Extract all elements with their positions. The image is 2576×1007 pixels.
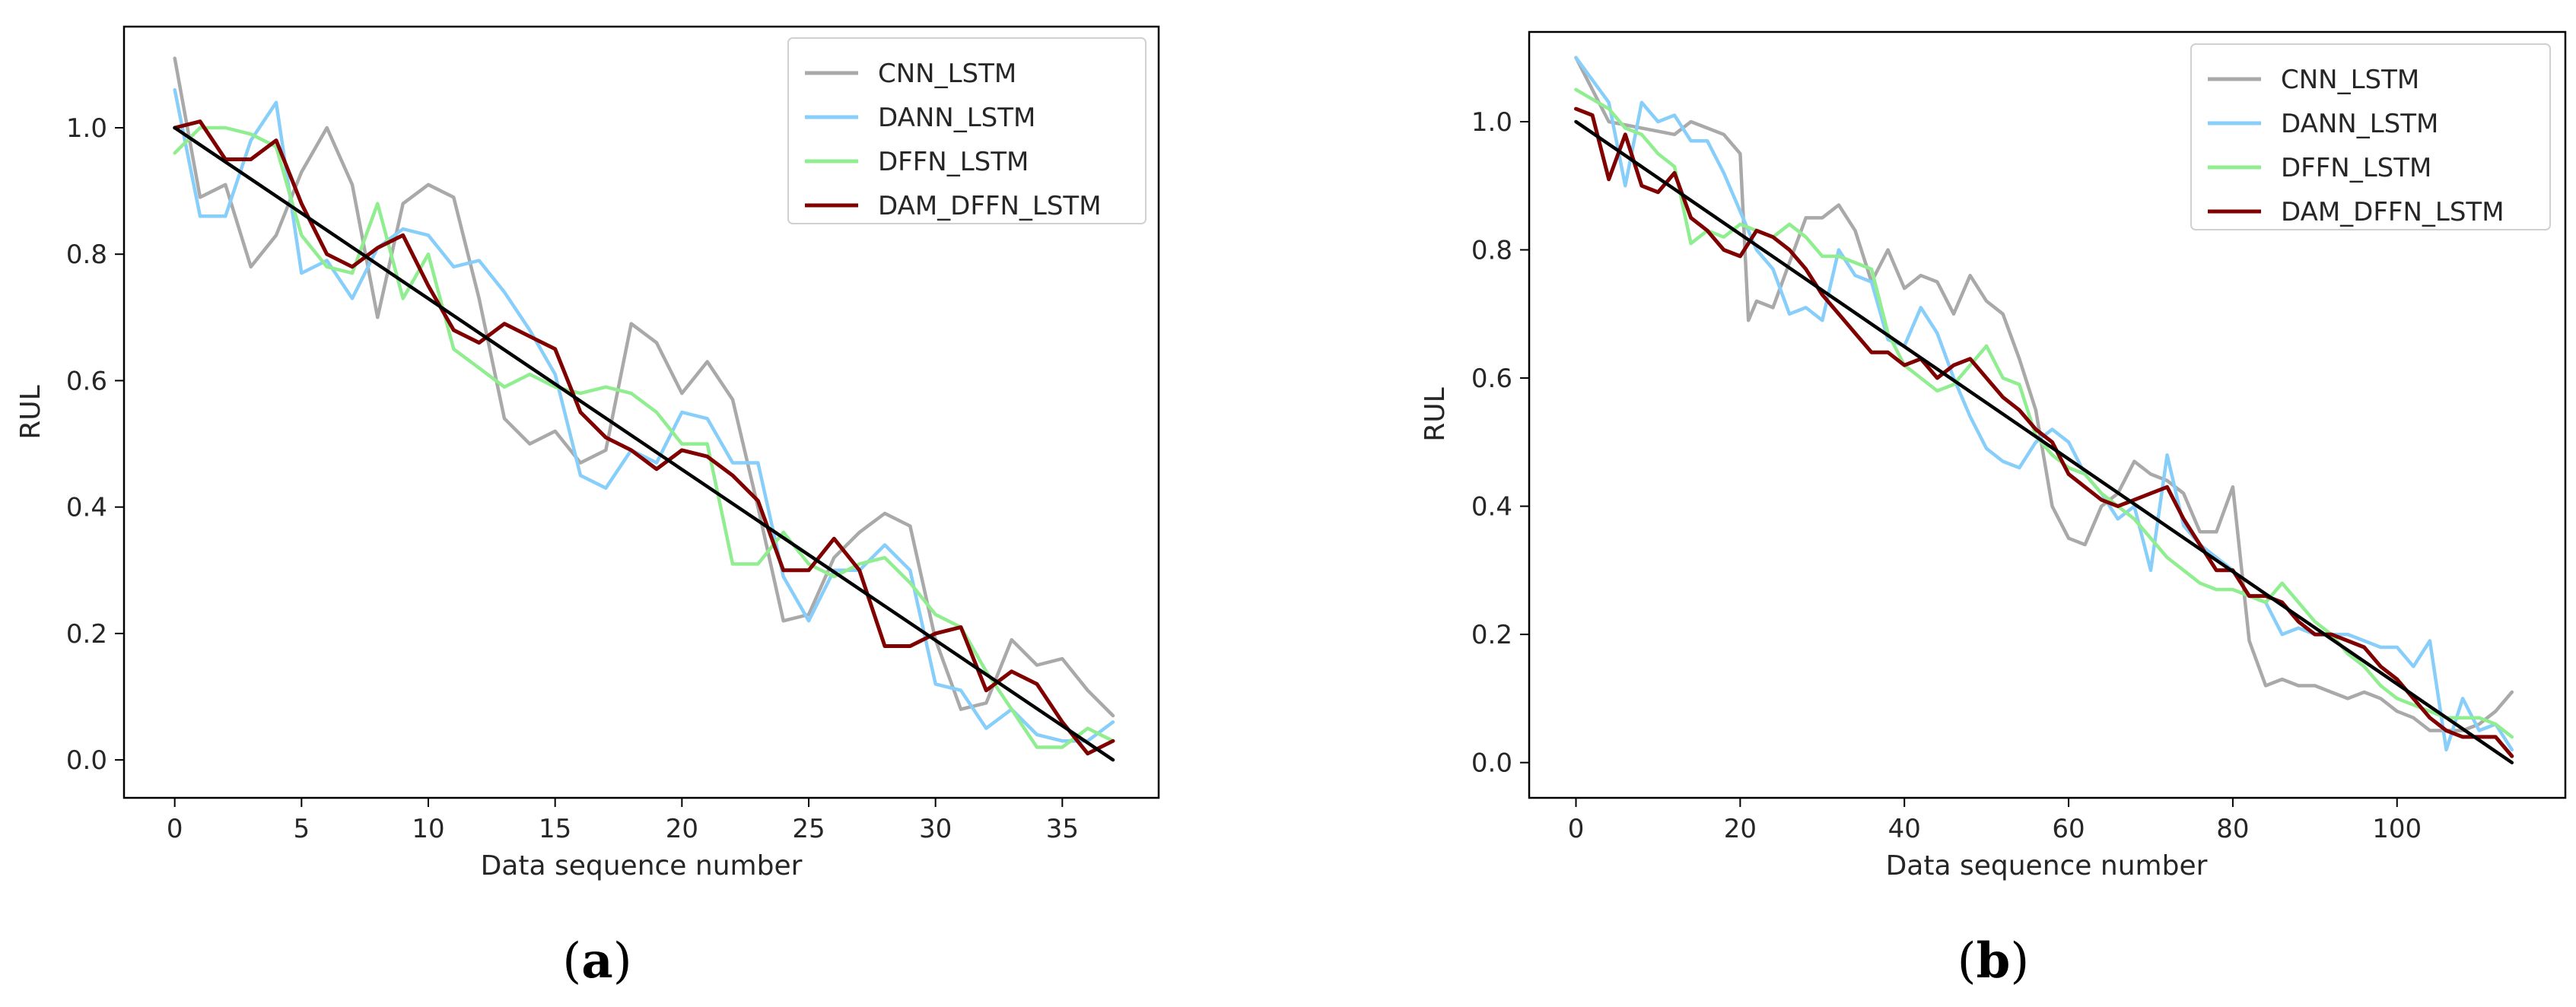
y-tick-label-b-1: 0.2 [1471,620,1512,650]
series-line-b-dffn-lstm [1574,87,2514,739]
x-tick-label-a-4: 20 [666,814,698,844]
series-line-a-cnn-lstm [173,56,1115,718]
y-tick-label-b-0: 0.0 [1471,748,1512,779]
x-tick-label-b-3: 60 [2052,814,2085,844]
x-tick-label-a-2: 10 [412,814,444,844]
legend-label-a-dffn-lstm: DFFN_LSTM [878,147,1029,177]
y-axis-title-b: RUL [1420,387,1451,441]
y-tick-label-b-5: 1.0 [1471,107,1512,138]
series-line-b-actual [1574,119,2514,764]
plot-area-b [1528,30,2567,799]
x-tick-label-a-0: 0 [167,814,183,844]
x-tick-label-b-5: 100 [2372,814,2422,844]
y-tick-label-b-2: 0.4 [1471,492,1512,523]
y-axis-title-a: RUL [15,385,46,439]
y-tick-label-a-4: 0.8 [66,240,107,270]
legend-label-b-cnn-lstm: CNN_LSTM [2281,65,2419,95]
x-tick-label-b-4: 80 [2216,814,2249,844]
y-tick-label-b-3: 0.6 [1471,364,1512,394]
legend-label-a-dam-dffn-lstm: DAM_DFFN_LSTM [878,191,1102,221]
panel-label-b: (b) [1957,932,2030,990]
chart-a: 0 5 10 15 20 25 30 35 0.0 0.2 0.4 0.6 0.8 1.0 Data se… [15,25,1160,990]
x-tick-label-a-5: 25 [792,814,825,844]
series-line-a-dffn-lstm [173,125,1115,749]
plot-area-a [122,25,1160,799]
legend-box-a [787,37,1146,224]
chart-b: 0 20 40 60 80 100 0.0 0.2 0.4 0.6 0.8 1.0 Data sequ… [1420,30,2567,990]
y-tick-label-b-4: 0.8 [1471,236,1512,266]
series-group-a [173,56,1115,762]
series-line-b-dann-lstm [1574,56,2514,752]
axes-b: 0 20 40 60 80 100 0.0 0.2 0.4 0.6 0.8 1.0 [1471,107,2422,844]
y-tick-label-a-1: 0.2 [66,619,107,650]
x-axis-title-a: Data sequence number [481,850,803,882]
x-tick-label-b-2: 40 [1888,814,1921,844]
x-tick-label-a-3: 15 [539,814,571,844]
legend-b: CNN_LSTM DANN_LSTM DFFN_LSTM DAM_DFFN_LSTM [2190,43,2551,230]
legend-label-a-cnn-lstm: CNN_LSTM [878,59,1016,89]
series-line-a-actual [173,125,1115,762]
series-line-a-dam-dffn-lstm [173,119,1115,756]
x-tick-label-a-7: 35 [1046,814,1079,844]
y-tick-label-a-5: 1.0 [66,113,107,144]
legend-label-a-dann-lstm: DANN_LSTM [878,103,1035,133]
y-tick-label-a-0: 0.0 [66,745,107,776]
series-group-b [1574,56,2514,764]
x-tick-label-a-1: 5 [294,814,310,844]
series-line-b-dam-dffn-lstm [1574,106,2514,758]
x-axis-title-b: Data sequence number [1886,850,2208,882]
legend-label-b-dam-dffn-lstm: DAM_DFFN_LSTM [2281,197,2504,227]
panel-label-a: (a) [562,932,631,990]
y-tick-label-a-2: 0.4 [66,493,107,523]
legend-label-b-dann-lstm: DANN_LSTM [2281,109,2438,139]
legend-label-b-dffn-lstm: DFFN_LSTM [2281,153,2431,183]
axes-a: 0 5 10 15 20 25 30 35 0.0 0.2 0.4 0.6 0.8 1.0 [66,113,1079,844]
series-line-b-cnn-lstm [1574,56,2514,732]
legend-box-b [2190,43,2551,230]
x-tick-label-b-1: 20 [1724,814,1757,844]
x-tick-label-a-6: 30 [919,814,952,844]
x-tick-label-b-0: 0 [1568,814,1585,844]
legend-a: CNN_LSTM DANN_LSTM DFFN_LSTM DAM_DFFN_LSTM [787,37,1146,224]
y-tick-label-a-3: 0.6 [66,366,107,396]
